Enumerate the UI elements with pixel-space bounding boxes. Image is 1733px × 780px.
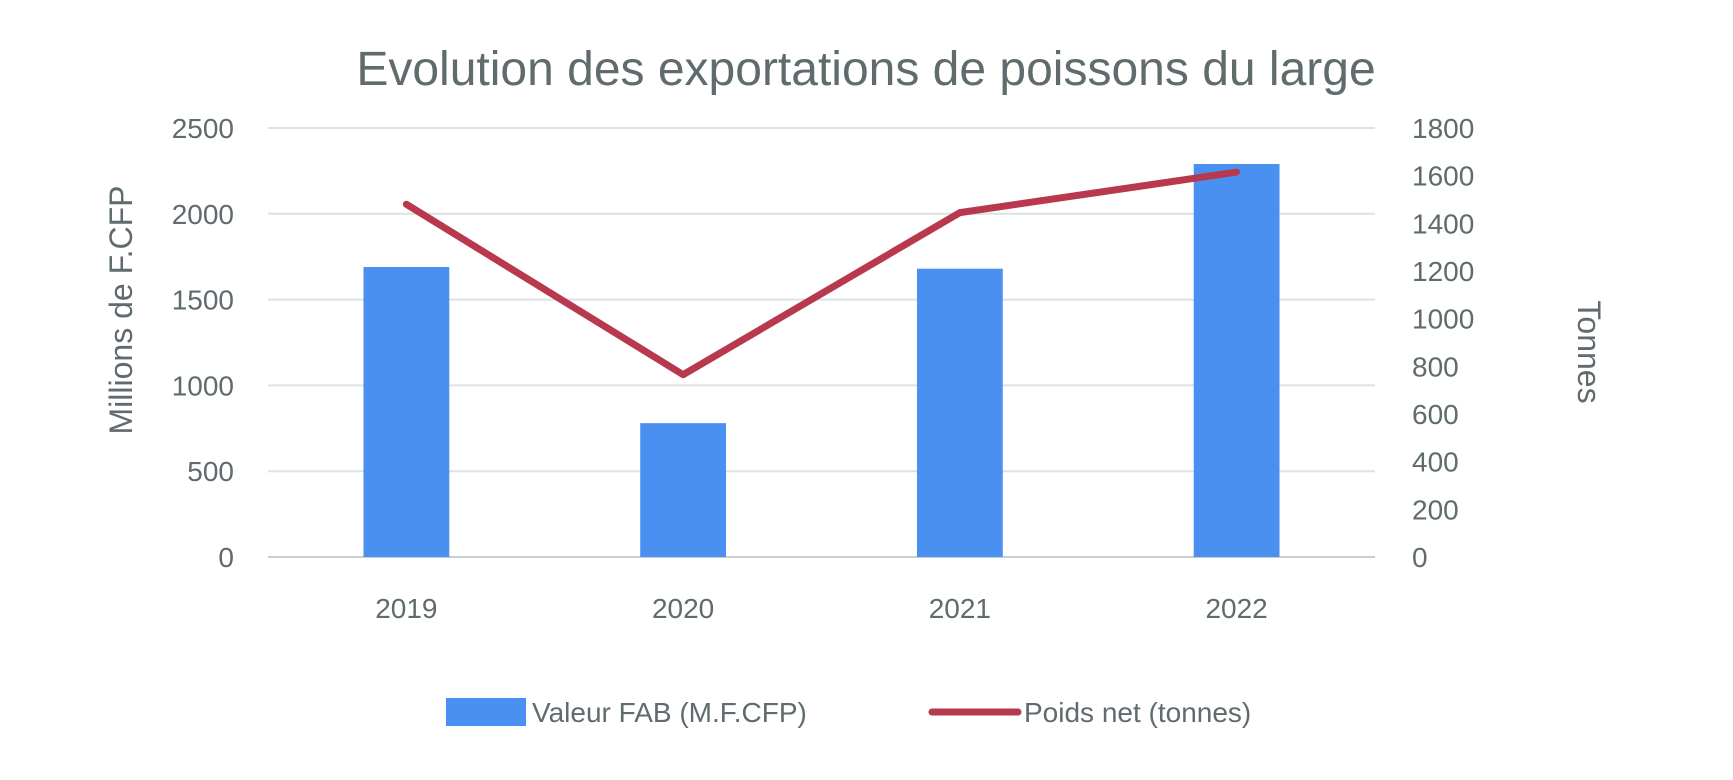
line-series-path <box>402 168 1241 379</box>
x-axis-tick-label: 2022 <box>1205 593 1267 624</box>
left-axis-tick-label: 2500 <box>172 113 234 144</box>
left-axis-tick-label: 2000 <box>172 199 234 230</box>
line-point <box>958 211 961 214</box>
right-axis-tick-label: 1600 <box>1412 161 1474 192</box>
right-axis-label: Tonnes <box>1571 300 1607 403</box>
right-axis-ticks: 0 200 400 600 800 1000 1200 1400 1600 1800 <box>1412 113 1474 573</box>
left-axis-tick-label: 500 <box>187 456 234 487</box>
line-point <box>1235 171 1238 174</box>
left-axis-tick-label: 1500 <box>172 285 234 316</box>
left-axis-tick-label: 0 <box>218 542 234 573</box>
x-axis-tick-label: 2020 <box>652 593 714 624</box>
bar <box>640 423 727 557</box>
bar <box>916 268 1003 557</box>
right-axis-tick-label: 0 <box>1412 542 1428 573</box>
right-axis-tick-label: 400 <box>1412 447 1459 478</box>
chart-title: Evolution des exportations de poissons d… <box>356 43 1375 96</box>
legend-label: Valeur FAB (M.F.CFP) <box>532 697 807 728</box>
right-axis-tick-label: 1800 <box>1412 113 1474 144</box>
right-axis-tick-label: 600 <box>1412 399 1459 430</box>
gridlines <box>268 127 1375 558</box>
legend-label: Poids net (tonnes) <box>1024 697 1251 728</box>
x-axis-tick-label: 2019 <box>375 593 437 624</box>
line-series <box>402 168 1241 379</box>
line-point <box>682 373 685 376</box>
legend-swatch-bar <box>446 698 526 726</box>
x-axis-tick-label: 2021 <box>929 593 991 624</box>
bar <box>363 266 450 557</box>
right-axis-tick-label: 1200 <box>1412 256 1474 287</box>
right-axis-tick-label: 800 <box>1412 351 1459 382</box>
line-point <box>405 203 408 206</box>
right-axis-tick-label: 200 <box>1412 494 1459 525</box>
left-axis-tick-label: 1000 <box>172 370 234 401</box>
left-axis-label: Millions de F.CFP <box>103 186 139 435</box>
right-axis-tick-label: 1400 <box>1412 208 1474 239</box>
bar <box>1193 164 1280 557</box>
x-axis-ticks: 2019 2020 2021 2022 <box>375 593 1268 624</box>
legend: Valeur FAB (M.F.CFP) Poids net (tonnes) <box>446 697 1251 728</box>
right-axis-tick-label: 1000 <box>1412 304 1474 335</box>
left-axis-ticks: 0 500 1000 1500 2000 2500 <box>172 113 234 573</box>
bar-series <box>363 164 1280 557</box>
